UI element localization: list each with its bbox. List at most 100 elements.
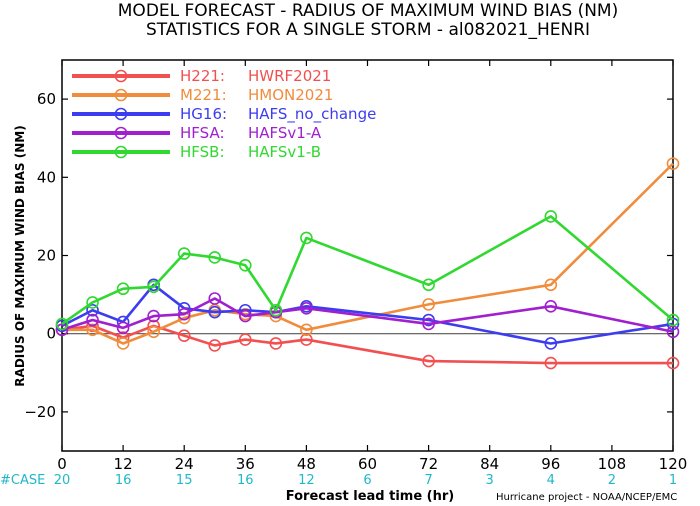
case-counts: 20 16 15 16 12 6 7 3 4 2 1 bbox=[54, 473, 677, 488]
legend-desc: HAFSv1-A bbox=[248, 124, 322, 142]
y-tick-label: 0 bbox=[46, 325, 56, 343]
x-axis-label: Forecast lead time (hr) bbox=[286, 489, 454, 504]
legend-entry: HFSA: HAFSv1-A bbox=[72, 124, 322, 142]
case-count: 20 bbox=[54, 473, 71, 488]
data-point bbox=[86, 303, 99, 317]
case-count: 2 bbox=[608, 473, 616, 488]
data-point bbox=[208, 339, 222, 352]
data-point bbox=[86, 313, 99, 327]
data-point bbox=[116, 321, 130, 335]
data-point bbox=[544, 300, 558, 313]
legend-label: HFSB: bbox=[180, 143, 225, 161]
data-point bbox=[300, 231, 313, 245]
case-count: 16 bbox=[115, 473, 132, 488]
data-point bbox=[239, 258, 252, 272]
data-point bbox=[177, 311, 191, 325]
case-count: 3 bbox=[486, 473, 494, 488]
data-point bbox=[208, 305, 222, 319]
legend-label: HFSA: bbox=[180, 124, 225, 142]
legend-marker bbox=[114, 126, 128, 140]
x-tick-label: 120 bbox=[659, 455, 688, 473]
x-tick-label: 60 bbox=[358, 455, 377, 473]
data-point bbox=[666, 313, 680, 327]
case-count: 7 bbox=[424, 473, 432, 488]
legend-entry: HFSB: HAFSv1-B bbox=[72, 143, 321, 161]
data-point bbox=[422, 313, 435, 327]
case-count: 6 bbox=[363, 473, 371, 488]
x-tick-label: 96 bbox=[541, 455, 560, 473]
legend-label: H221: bbox=[180, 67, 225, 85]
y-axis-label: RADIUS OF MAXIMUM WIND BIAS (NM) bbox=[13, 125, 27, 386]
legend-marker bbox=[114, 107, 128, 121]
data-point bbox=[544, 210, 558, 223]
legend-marker bbox=[114, 69, 128, 83]
legend-desc: HAFSv1-B bbox=[248, 143, 321, 161]
chart-title-line1: MODEL FORECAST - RADIUS OF MAXIMUM WIND … bbox=[118, 1, 618, 21]
x-tick-label: 0 bbox=[57, 455, 67, 473]
data-point bbox=[300, 333, 313, 346]
legend-desc: HMON2021 bbox=[248, 86, 333, 104]
x-tick-label: 108 bbox=[598, 455, 627, 473]
data-point bbox=[116, 282, 130, 296]
case-count: 12 bbox=[298, 473, 315, 488]
legend: H221: HWRF2021 M221: HMON2021 HG16: HAFS_no_c… bbox=[72, 67, 376, 161]
plot-area bbox=[61, 59, 674, 452]
x-tick-label: 12 bbox=[114, 455, 133, 473]
series-lines bbox=[55, 157, 680, 370]
axis-ticks: 0 12 24 36 48 60 72 84 96 108 120 −20 0 20 40 60 bbox=[24, 60, 687, 473]
data-point bbox=[239, 309, 252, 323]
legend-entry: M221: HMON2021 bbox=[72, 86, 333, 104]
data-point bbox=[544, 356, 558, 370]
x-tick-label: 84 bbox=[480, 455, 499, 473]
data-point bbox=[147, 309, 160, 323]
x-tick-label: 72 bbox=[419, 455, 438, 473]
data-point bbox=[147, 280, 160, 294]
legend-label: HG16: bbox=[180, 105, 227, 123]
data-point bbox=[116, 337, 130, 350]
y-tick-label: 40 bbox=[37, 168, 56, 186]
legend-marker bbox=[114, 145, 128, 159]
case-count: 15 bbox=[176, 473, 193, 488]
data-point bbox=[269, 303, 283, 317]
data-point bbox=[666, 356, 680, 370]
y-tick-label: 20 bbox=[37, 247, 56, 265]
data-point bbox=[177, 329, 191, 342]
data-point bbox=[544, 278, 558, 292]
series-HWRF2021 bbox=[55, 319, 680, 370]
legend-entry: H221: HWRF2021 bbox=[72, 67, 331, 85]
data-point bbox=[269, 337, 283, 350]
data-point bbox=[422, 354, 435, 368]
data-point bbox=[666, 157, 680, 170]
data-point bbox=[544, 337, 558, 350]
case-label: #CASE bbox=[0, 473, 45, 488]
data-point bbox=[177, 307, 191, 321]
data-point bbox=[208, 292, 222, 305]
data-point bbox=[86, 323, 99, 337]
data-point bbox=[300, 301, 313, 315]
case-count: 4 bbox=[547, 473, 555, 488]
data-point bbox=[422, 278, 435, 292]
chart-title-line2: STATISTICS FOR A SINGLE STORM - al082021… bbox=[146, 20, 590, 40]
legend-desc: HAFS_no_change bbox=[248, 105, 376, 124]
data-point bbox=[300, 323, 313, 337]
series-HAFSv1-B bbox=[55, 210, 680, 331]
legend-entry: HG16: HAFS_no_change bbox=[72, 105, 376, 124]
case-count: 1 bbox=[669, 473, 677, 488]
x-tick-label: 36 bbox=[236, 455, 255, 473]
y-tick-label: −20 bbox=[24, 403, 56, 421]
x-tick-label: 24 bbox=[175, 455, 194, 473]
x-tick-label: 48 bbox=[297, 455, 316, 473]
data-point bbox=[147, 325, 160, 339]
data-point bbox=[422, 298, 435, 311]
legend-marker bbox=[114, 88, 128, 102]
credit-text: Hurricane project - NOAA/NCEP/EMC bbox=[496, 492, 677, 503]
data-point bbox=[86, 296, 99, 309]
data-point bbox=[208, 251, 222, 264]
data-point bbox=[239, 333, 252, 346]
legend-label: M221: bbox=[180, 86, 227, 104]
data-point bbox=[177, 247, 191, 260]
data-point bbox=[55, 317, 69, 331]
case-count: 16 bbox=[237, 473, 254, 488]
y-tick-label: 60 bbox=[37, 90, 56, 108]
